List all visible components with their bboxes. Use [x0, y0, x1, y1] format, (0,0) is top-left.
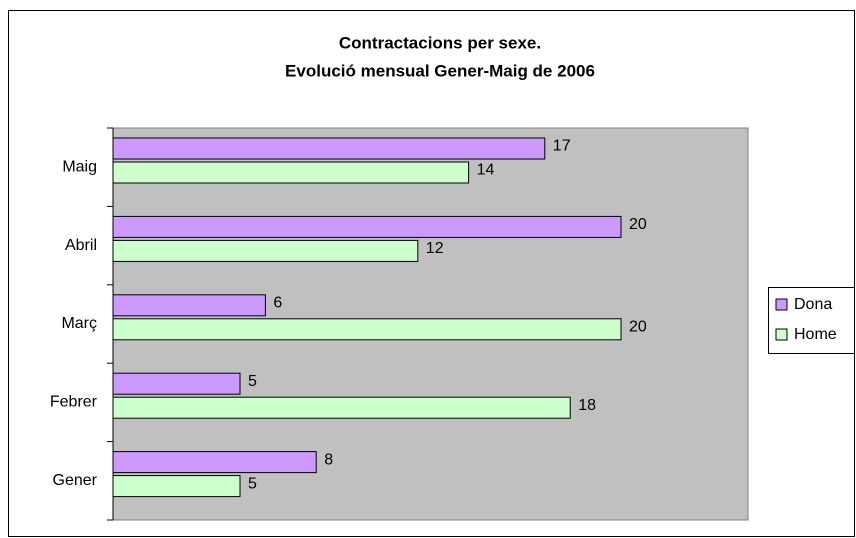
- y-tick-label: Abril: [65, 237, 97, 254]
- legend-swatch: [775, 298, 788, 311]
- legend-swatch: [775, 328, 788, 341]
- bar: [112, 451, 317, 474]
- chart-title: Contractacions per sexe.: [339, 33, 541, 52]
- value-label: 12: [426, 240, 444, 257]
- value-label: 5: [248, 475, 257, 492]
- bar: [112, 372, 241, 395]
- bar: [112, 137, 546, 160]
- value-label: 8: [324, 451, 333, 468]
- chart-title: Evolució mensual Gener-Maig de 2006: [285, 61, 595, 80]
- y-tick-label: Febrer: [50, 394, 98, 411]
- legend-label: Home: [794, 326, 837, 343]
- y-tick-label: Gener: [53, 472, 98, 489]
- value-label: 20: [629, 216, 647, 233]
- value-label: 18: [578, 397, 596, 414]
- bar: [112, 318, 622, 341]
- value-label: 5: [248, 373, 257, 390]
- bar: [112, 396, 571, 419]
- y-tick-label: Març: [61, 315, 97, 332]
- bar: [112, 475, 241, 498]
- bar: [112, 215, 622, 238]
- legend-label: Dona: [794, 296, 832, 313]
- bar: [112, 294, 266, 317]
- bar: [112, 239, 419, 262]
- value-label: 20: [629, 319, 647, 336]
- value-label: 17: [553, 138, 571, 155]
- value-label: 14: [477, 162, 495, 179]
- value-label: 6: [273, 295, 282, 312]
- y-tick-label: Maig: [62, 158, 97, 175]
- bar: [112, 161, 470, 184]
